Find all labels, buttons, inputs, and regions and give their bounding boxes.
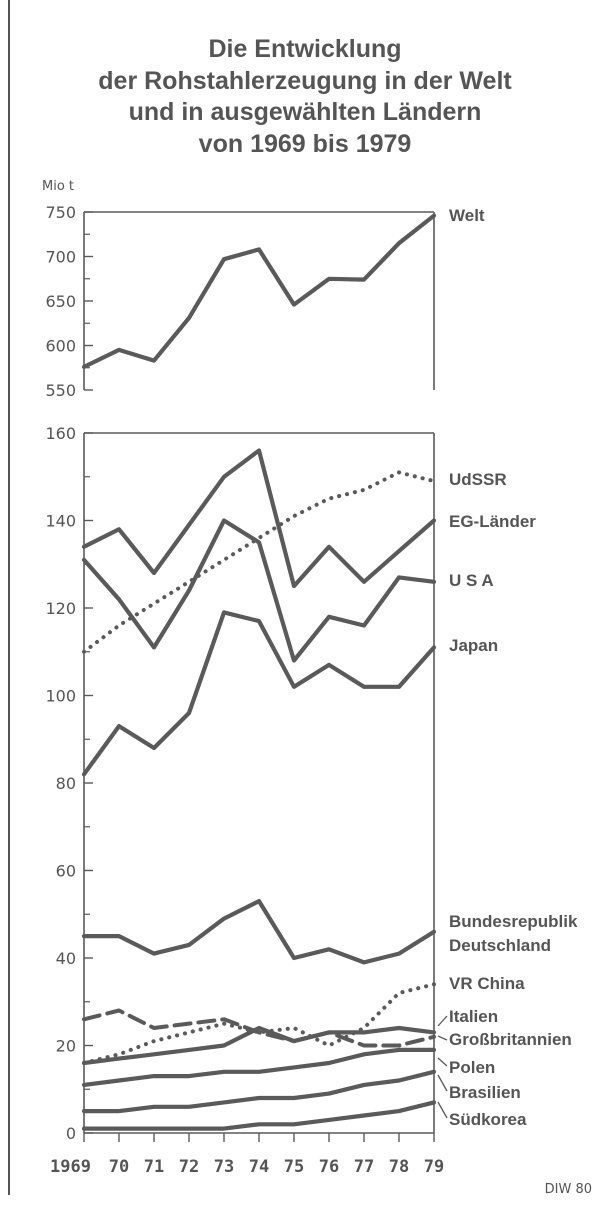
series-line-brasilien	[81, 1069, 437, 1114]
chart-panel-2: 160 140 120 100 80 60 40 20 0 1969 70 71 72 73 74 75 76 7…	[45, 424, 444, 1177]
series-line-japan	[81, 610, 437, 777]
label-leader-line	[437, 1074, 448, 1092]
x-tick-label: 74	[249, 1157, 269, 1177]
x-tick-label: 1969	[50, 1157, 91, 1177]
y-tick-label: 600	[45, 337, 76, 356]
y-tick-label: 120	[45, 599, 76, 618]
series-label-italien: Italien	[449, 1007, 498, 1026]
series-label-udssr: UdSSR	[449, 470, 507, 489]
y-tick-label: 100	[45, 687, 76, 706]
x-tick-label: 72	[179, 1157, 199, 1177]
y-axis-unit: Mio t	[42, 179, 74, 194]
y-tick-label: 160	[45, 424, 76, 443]
x-tick-label: 77	[354, 1157, 374, 1177]
series-line-südkorea	[81, 1100, 437, 1131]
chart-frame	[8, 0, 600, 1195]
y-tick-label: 60	[56, 862, 76, 881]
series-line-bundesrepublik-deutschland	[81, 898, 437, 965]
series-label-großbritannien: Großbritannien	[449, 1030, 572, 1049]
series-label-brasilien: Brasilien	[449, 1083, 521, 1102]
chart-title: Die Entwicklung der Rohstahlerzeugung in…	[20, 34, 590, 160]
series-line-eg-länder	[81, 448, 437, 589]
series-label-südkorea: Südkorea	[449, 1110, 527, 1129]
x-tick-label: 70	[109, 1157, 129, 1177]
series-label-bundesrepublik-deutschland: Deutschland	[449, 936, 551, 955]
series-line-polen	[81, 1047, 437, 1088]
x-tick-label: 78	[389, 1157, 409, 1177]
x-tick-label: 79	[424, 1157, 444, 1177]
series-line-italien	[82, 1008, 436, 1048]
x-tick-label: 73	[214, 1157, 234, 1177]
label-leader-line	[437, 1057, 448, 1067]
series-line-usa	[81, 518, 437, 663]
series-label-polen: Polen	[449, 1058, 495, 1077]
y-tick-label: 0	[66, 1124, 76, 1143]
y-tick-label: 650	[45, 292, 76, 311]
label-leader-line	[437, 1035, 448, 1041]
series-line-großbritannien	[81, 1025, 437, 1066]
y-tick-label: 20	[56, 1037, 76, 1056]
label-leader-line	[437, 1015, 448, 1027]
series-label-vr-china: VR China	[449, 974, 525, 993]
series-label-usa: U S A	[449, 571, 494, 590]
title-line-3: und in ausgewählten Ländern	[128, 98, 482, 126]
series-line-udssr	[82, 470, 436, 654]
y-tick-label: 80	[56, 774, 76, 793]
y-tick-label: 40	[56, 949, 76, 968]
title-line-1: Die Entwicklung	[208, 35, 402, 63]
series-label-bundesrepublik-deutschland: Bundesrepublik	[449, 912, 578, 931]
series-label-welt: Welt	[449, 206, 485, 225]
series-label-japan: Japan	[449, 636, 498, 655]
source-credit: DIW 80	[544, 1182, 592, 1197]
title-line-2: der Rohstahlerzeugung in der Welt	[98, 66, 512, 95]
title-line-4: von 1969 bis 1979	[198, 129, 412, 158]
y-tick-label: 750	[45, 203, 76, 222]
x-tick-label: 76	[319, 1157, 339, 1177]
y-tick-label: 140	[45, 512, 76, 531]
series-line-welt	[81, 213, 437, 369]
x-tick-label: 71	[144, 1157, 164, 1177]
y-tick-label: 550	[45, 381, 76, 400]
chart-panel-1: 750 700 650 600 550 Mio t	[42, 179, 437, 400]
series-label-eg-länder: EG-Länder	[449, 512, 536, 531]
label-leader-line	[437, 1101, 448, 1119]
x-tick-label: 75	[284, 1157, 304, 1177]
y-tick-label: 700	[45, 248, 76, 267]
